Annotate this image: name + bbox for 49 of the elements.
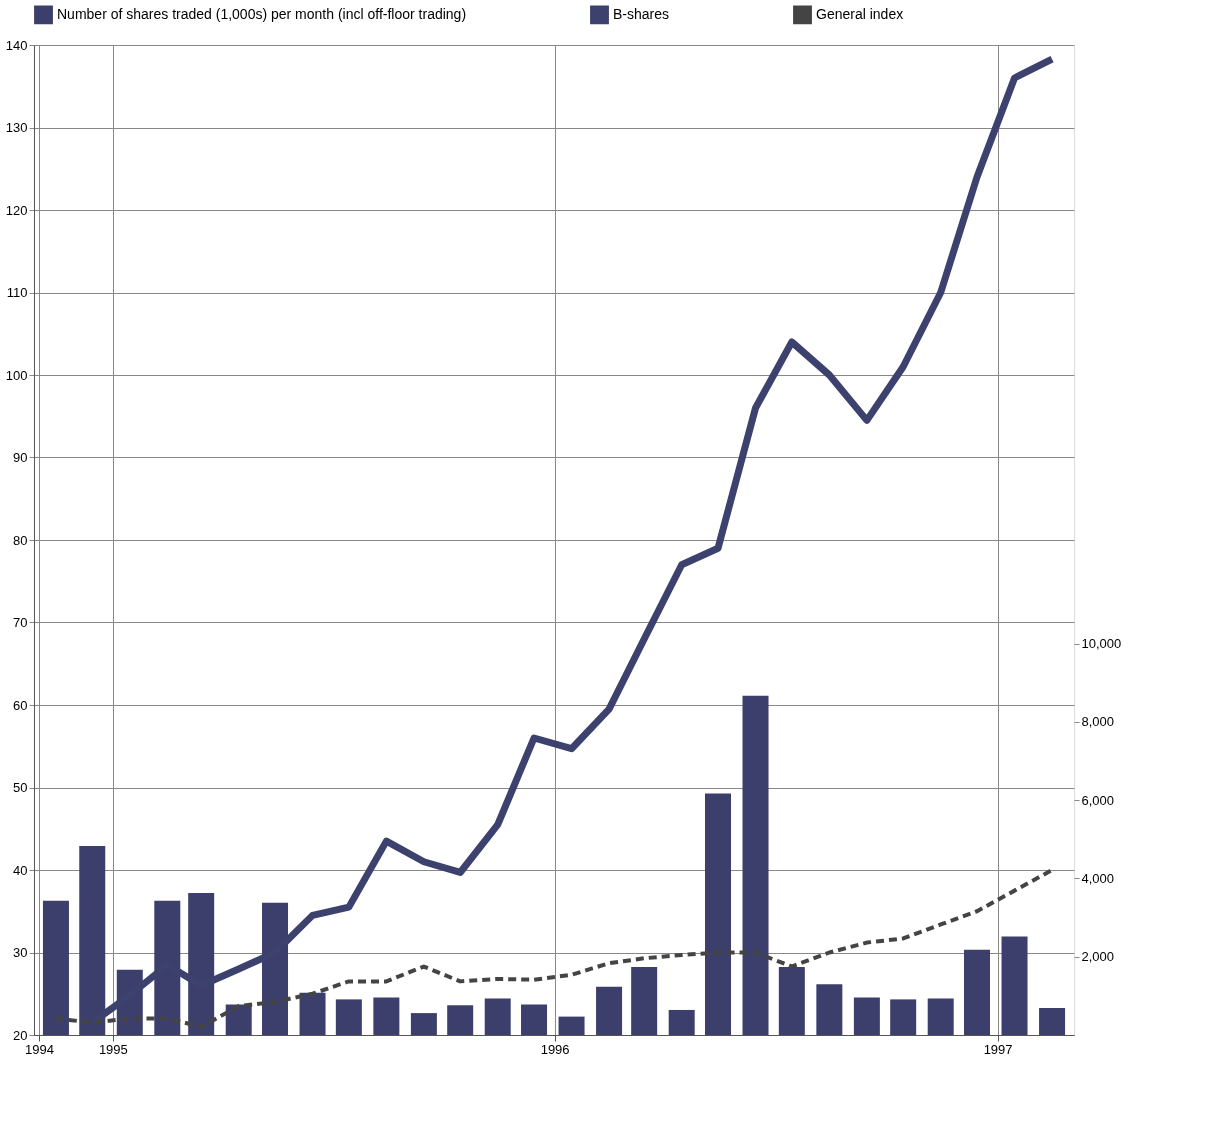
bar: [927, 998, 954, 1035]
bar: [410, 1013, 437, 1035]
bar: [631, 966, 658, 1035]
y2-tick-label: 2,000: [1081, 949, 1115, 965]
y-tick-label: 40: [13, 862, 28, 878]
legend-label: Number of shares traded (1,000s) per month (incl off-floor trading): [57, 5, 467, 22]
bar: [964, 949, 991, 1035]
bar: [335, 999, 362, 1035]
y-tick-label: 130: [5, 120, 28, 135]
bar: [521, 1004, 548, 1035]
y-tick-label: 110: [6, 285, 28, 300]
y-tick-label: 60: [13, 697, 28, 713]
x-tick-label: 1996: [540, 1041, 570, 1057]
bar: [373, 997, 400, 1035]
y2-tick-label: 10,000: [1081, 636, 1122, 652]
bar: [558, 1016, 585, 1035]
line-series: [53, 868, 1055, 1029]
y-tick-label: 50: [13, 780, 28, 795]
x-tick-label: 1994: [25, 1041, 54, 1057]
y-tick-label: 120: [5, 202, 28, 218]
y-tick-label: 30: [13, 945, 28, 960]
bar: [484, 998, 511, 1035]
bar: [890, 999, 917, 1035]
bar: [1039, 1008, 1066, 1035]
bar: [299, 992, 326, 1035]
bar: [225, 1004, 252, 1035]
bar: [742, 695, 769, 1035]
bar: [668, 1009, 695, 1035]
bar: [596, 986, 623, 1035]
legend-label: B-shares: [613, 5, 670, 22]
y-tick-label: 100: [5, 367, 28, 383]
y-tick-label: 20: [13, 1027, 28, 1043]
legend-label: General index: [816, 5, 904, 22]
y2-tick-label: 6,000: [1081, 792, 1115, 808]
y-tick-label: 90: [13, 450, 28, 465]
bar: [447, 1005, 474, 1035]
x-tick-label: 1997: [983, 1041, 1013, 1057]
bar: [1001, 936, 1028, 1035]
bar: [816, 984, 843, 1035]
y-tick-label: 140: [5, 37, 28, 53]
y2-tick-label: 8,000: [1081, 714, 1115, 730]
y-tick-label: 70: [13, 615, 28, 630]
bar: [853, 997, 880, 1035]
bar: [42, 900, 69, 1035]
x-tick-label: 1995: [98, 1041, 128, 1057]
bar: [778, 966, 805, 1035]
y2-tick-label: 4,000: [1081, 870, 1115, 886]
bar: [705, 793, 731, 1035]
y-tick-label: 80: [13, 532, 28, 548]
